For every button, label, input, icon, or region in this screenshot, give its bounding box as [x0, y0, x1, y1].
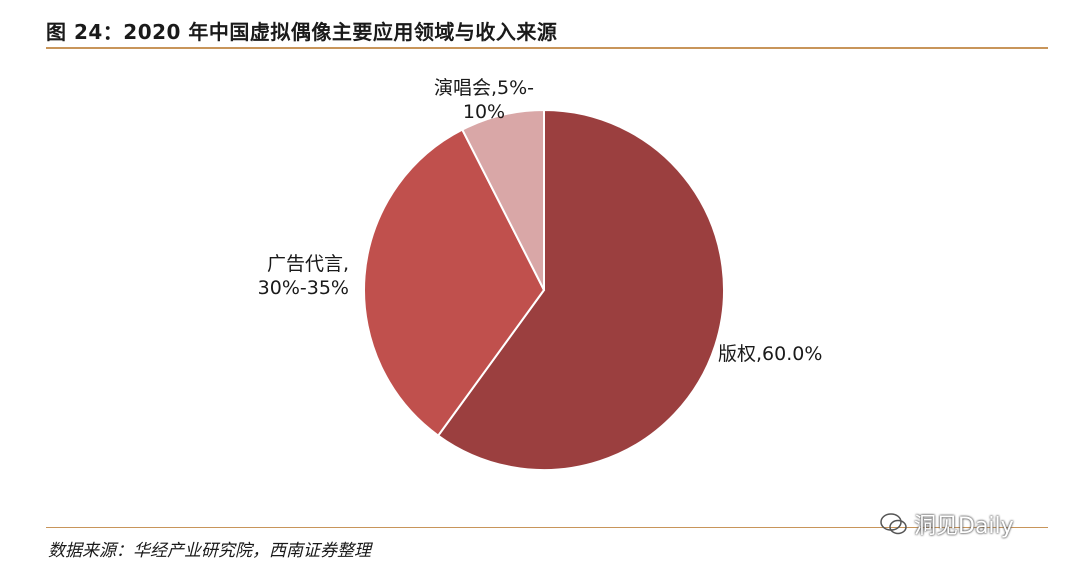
title-rule [46, 47, 1048, 49]
slice-label-line: 30%-35% [258, 277, 349, 299]
pie-chart: 版权,60.0% 广告代言, 30%-35% 演唱会,5%-10% [258, 77, 823, 471]
pie-slice-3 [460, 108, 545, 291]
pie-slices [363, 108, 725, 471]
slice-label-2: 广告代言, 30%-35% [258, 253, 349, 299]
pie-labels: 版权,60.0% 广告代言, 30%-35% 演唱会,5%-10% [258, 77, 823, 365]
slice-label-line: 广告代言, [267, 253, 349, 275]
watermark-text: 洞见Daily [914, 514, 1014, 539]
watermark: 洞见Daily [880, 508, 1014, 540]
pie-slice-2 [363, 128, 546, 438]
slice-label-line: 版权,60.0% [718, 343, 822, 365]
figure-title: 图 24：2020 年中国虚拟偶像主要应用领域与收入来源 [46, 20, 558, 44]
slice-label-line: 10% [463, 101, 505, 123]
wechat-icon [880, 513, 907, 535]
slice-label-line: 演唱会,5%- [434, 77, 534, 99]
pie-slice-1 [436, 108, 725, 471]
slice-label-3: 演唱会,5%-10% [434, 77, 534, 123]
source-note: 数据来源：华经产业研究院，西南证券整理 [48, 541, 371, 561]
slice-label-1: 版权,60.0% [718, 343, 822, 365]
source-rule [46, 527, 1048, 528]
